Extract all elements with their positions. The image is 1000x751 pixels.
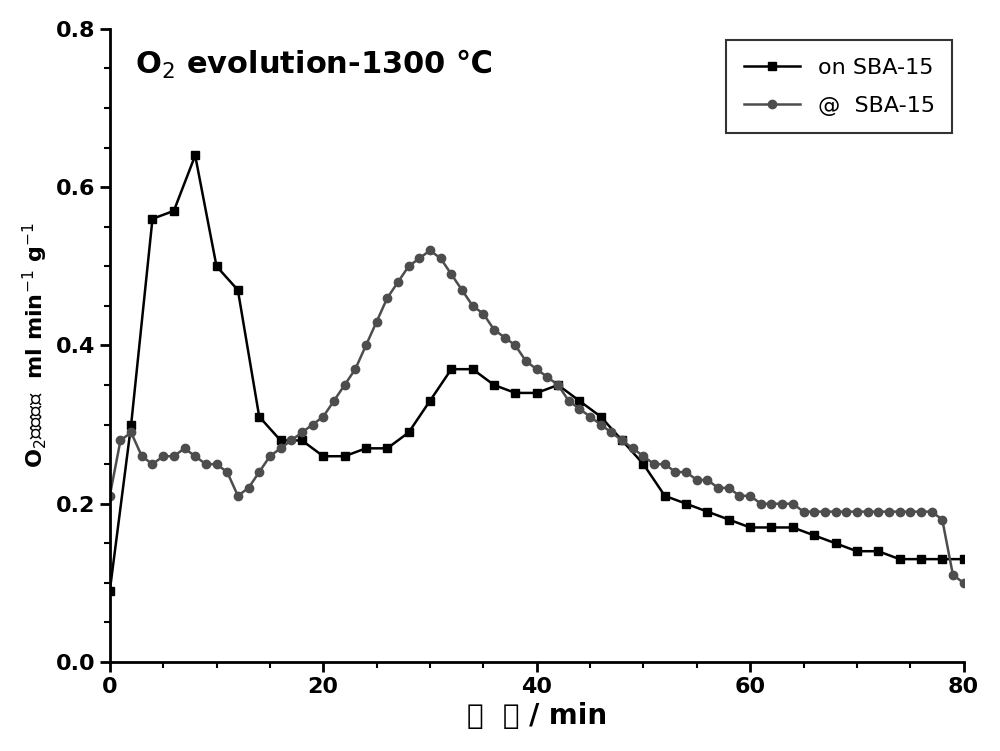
- on SBA-15: [275, 436, 287, 445]
- on SBA-15: [211, 262, 223, 271]
- on SBA-15: [296, 436, 308, 445]
- on SBA-15: [381, 444, 393, 453]
- @  SBA-15: [104, 491, 116, 500]
- on SBA-15: [637, 460, 649, 469]
- on SBA-15: [253, 412, 265, 421]
- on SBA-15: [872, 547, 884, 556]
- on SBA-15: [104, 587, 116, 596]
- on SBA-15: [531, 388, 543, 397]
- on SBA-15: [595, 412, 607, 421]
- Text: O$_2$ evolution-1300 ℃: O$_2$ evolution-1300 ℃: [135, 48, 493, 81]
- on SBA-15: [125, 420, 137, 429]
- @  SBA-15: [424, 246, 436, 255]
- Line: on SBA-15: on SBA-15: [106, 151, 968, 595]
- on SBA-15: [958, 555, 970, 564]
- on SBA-15: [445, 365, 457, 374]
- on SBA-15: [765, 523, 777, 532]
- on SBA-15: [894, 555, 906, 564]
- on SBA-15: [701, 507, 713, 516]
- on SBA-15: [723, 515, 735, 524]
- Line: @  SBA-15: @ SBA-15: [106, 246, 968, 587]
- on SBA-15: [360, 444, 372, 453]
- X-axis label: 时  间 / min: 时 间 / min: [467, 702, 607, 730]
- on SBA-15: [808, 531, 820, 540]
- on SBA-15: [403, 428, 415, 437]
- on SBA-15: [168, 207, 180, 216]
- on SBA-15: [146, 214, 158, 223]
- on SBA-15: [744, 523, 756, 532]
- on SBA-15: [830, 538, 842, 547]
- @  SBA-15: [584, 412, 596, 421]
- on SBA-15: [488, 381, 500, 390]
- on SBA-15: [339, 452, 351, 461]
- on SBA-15: [680, 499, 692, 508]
- on SBA-15: [851, 547, 863, 556]
- on SBA-15: [467, 365, 479, 374]
- on SBA-15: [232, 285, 244, 294]
- on SBA-15: [616, 436, 628, 445]
- on SBA-15: [424, 397, 436, 406]
- @  SBA-15: [851, 507, 863, 516]
- on SBA-15: [552, 381, 564, 390]
- Legend: on SBA-15, @  SBA-15: on SBA-15, @ SBA-15: [726, 40, 952, 133]
- @  SBA-15: [808, 507, 820, 516]
- on SBA-15: [573, 397, 585, 406]
- @  SBA-15: [958, 578, 970, 587]
- @  SBA-15: [648, 460, 660, 469]
- on SBA-15: [936, 555, 948, 564]
- @  SBA-15: [744, 491, 756, 500]
- @  SBA-15: [883, 507, 895, 516]
- on SBA-15: [659, 491, 671, 500]
- on SBA-15: [317, 452, 329, 461]
- on SBA-15: [189, 151, 201, 160]
- on SBA-15: [915, 555, 927, 564]
- on SBA-15: [509, 388, 521, 397]
- Y-axis label: O$_2$产生速率  ml min$^{-1}$ g$^{-1}$: O$_2$产生速率 ml min$^{-1}$ g$^{-1}$: [21, 222, 50, 469]
- on SBA-15: [787, 523, 799, 532]
